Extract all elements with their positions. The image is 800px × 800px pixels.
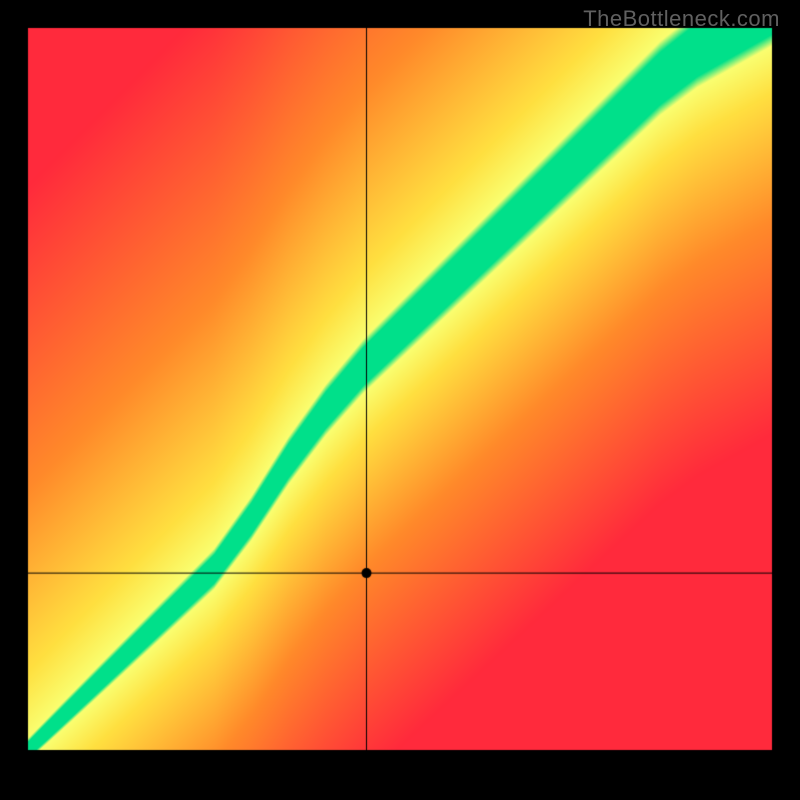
watermark-text: TheBottleneck.com (583, 6, 780, 32)
chart-container: TheBottleneck.com (0, 0, 800, 800)
bottleneck-heatmap (0, 0, 800, 800)
